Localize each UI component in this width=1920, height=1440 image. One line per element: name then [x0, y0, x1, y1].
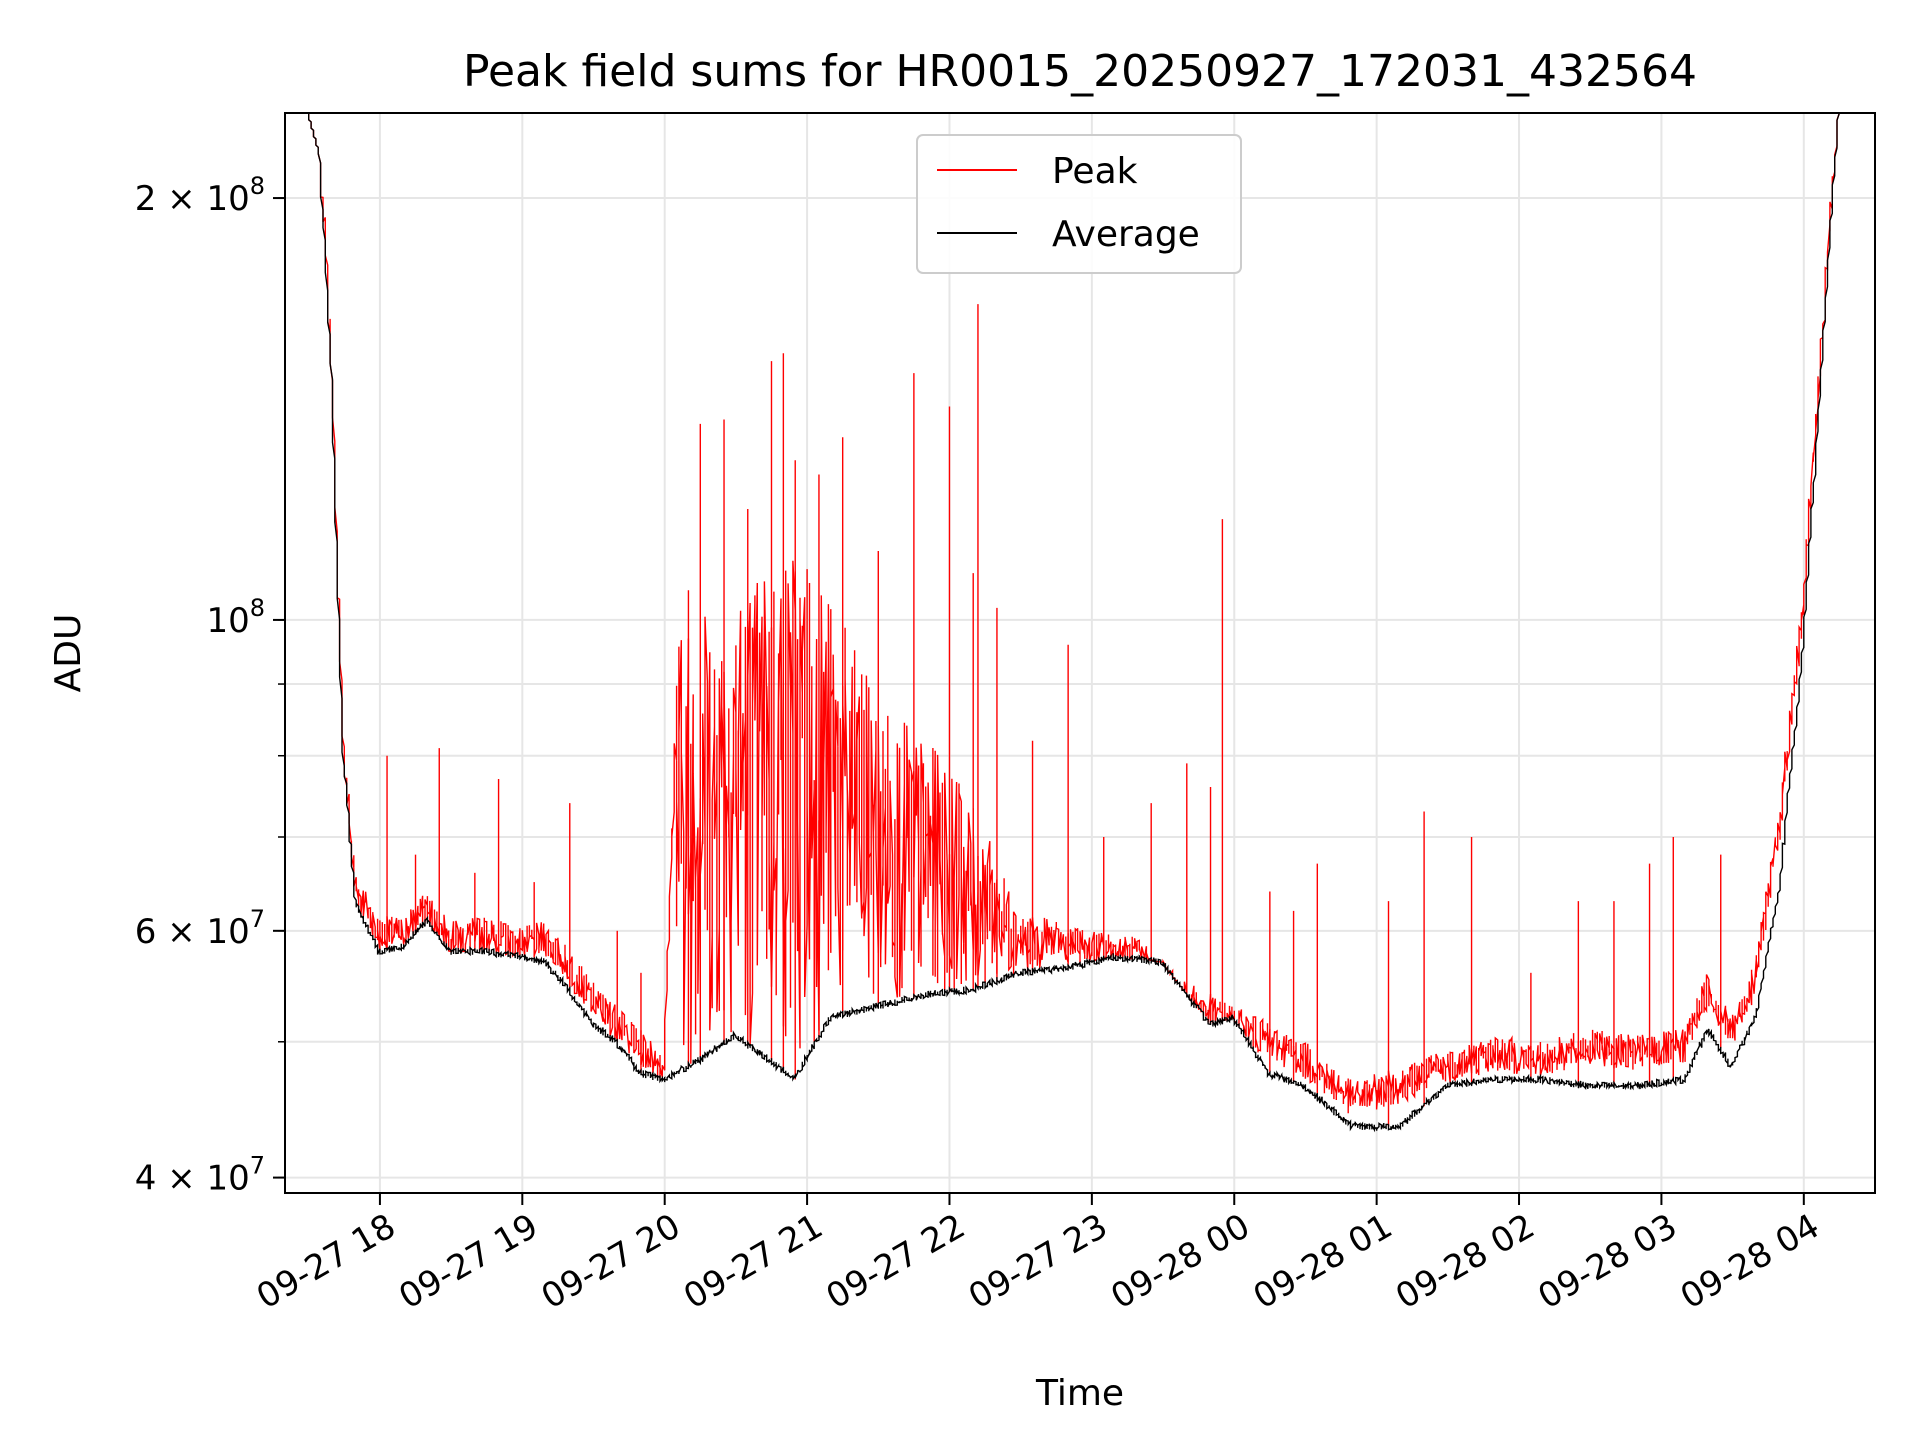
plot-frame — [284, 112, 1876, 1194]
series-line-average — [285, 113, 1875, 1133]
legend: Peak Average — [916, 134, 1242, 274]
series-layer — [285, 113, 1875, 1133]
grid — [285, 113, 1875, 1193]
legend-label-average: Average — [1052, 214, 1200, 255]
y-tick-labels: 2 × 108 108 6 × 107 4 × 107 — [135, 172, 265, 1199]
ticks — [273, 197, 1805, 1205]
chart-title: Peak field sums for HR0015_20250927_1720… — [463, 46, 1697, 97]
y-tick-label: 108 — [206, 594, 265, 641]
y-tick-label: 4 × 107 — [135, 1152, 265, 1199]
series-line-peak — [285, 113, 1875, 1114]
y-tick-label: 2 × 108 — [135, 172, 265, 219]
legend-label-peak: Peak — [1052, 151, 1138, 192]
plot-area-background — [285, 113, 1875, 1193]
x-axis-label: Time — [1035, 1373, 1124, 1414]
y-axis-label: ADU — [48, 614, 89, 693]
y-tick-label: 6 × 107 — [135, 905, 265, 952]
